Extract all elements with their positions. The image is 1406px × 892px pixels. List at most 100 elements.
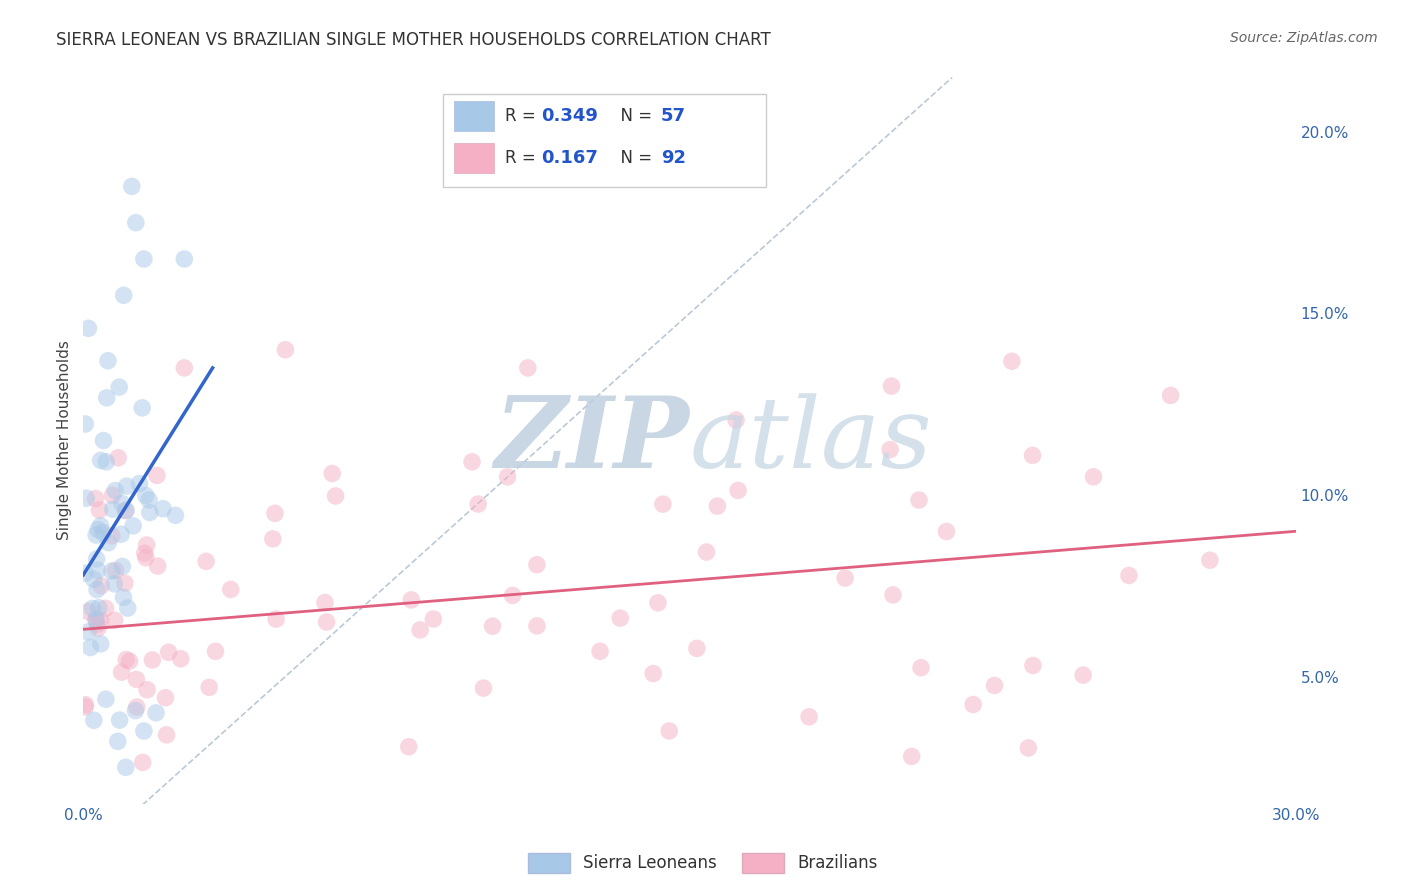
Text: 92: 92 bbox=[661, 149, 686, 167]
Point bbox=[112, 288, 135, 302]
Point bbox=[496, 470, 519, 484]
Point bbox=[643, 666, 665, 681]
Point bbox=[86, 563, 108, 577]
Point bbox=[132, 724, 155, 739]
Point bbox=[112, 591, 135, 605]
Point bbox=[157, 645, 180, 659]
Point bbox=[110, 665, 132, 680]
Point bbox=[87, 621, 110, 635]
Point bbox=[467, 497, 489, 511]
Point bbox=[75, 566, 97, 581]
Point bbox=[204, 644, 226, 658]
Point bbox=[84, 528, 107, 542]
Point bbox=[264, 506, 287, 520]
Point bbox=[125, 700, 148, 714]
Point bbox=[86, 617, 108, 632]
Point bbox=[647, 596, 669, 610]
Point bbox=[651, 497, 673, 511]
Point bbox=[139, 506, 162, 520]
Point bbox=[145, 706, 167, 720]
Point bbox=[1001, 354, 1024, 368]
Point bbox=[401, 593, 423, 607]
Point bbox=[1071, 668, 1094, 682]
Point bbox=[107, 450, 129, 465]
Point bbox=[131, 756, 153, 770]
Point bbox=[84, 613, 107, 627]
Point bbox=[96, 455, 118, 469]
Point bbox=[1083, 470, 1105, 484]
Point bbox=[114, 503, 136, 517]
Text: SIERRA LEONEAN VS BRAZILIAN SINGLE MOTHER HOUSEHOLDS CORRELATION CHART: SIERRA LEONEAN VS BRAZILIAN SINGLE MOTHE… bbox=[56, 31, 770, 49]
Point bbox=[86, 552, 108, 566]
Point bbox=[115, 503, 138, 517]
Point bbox=[727, 483, 749, 498]
Point bbox=[75, 417, 97, 431]
Legend: Sierra Leoneans, Brazilians: Sierra Leoneans, Brazilians bbox=[522, 847, 884, 880]
Point bbox=[152, 501, 174, 516]
Point bbox=[97, 353, 120, 368]
Point bbox=[409, 623, 432, 637]
Point bbox=[658, 724, 681, 739]
Point bbox=[880, 379, 903, 393]
Point bbox=[104, 563, 127, 577]
Point bbox=[83, 572, 105, 586]
Point bbox=[321, 467, 343, 481]
Point bbox=[94, 601, 117, 615]
Point bbox=[134, 546, 156, 560]
Text: N =: N = bbox=[610, 149, 658, 167]
Point bbox=[695, 545, 717, 559]
Point bbox=[1199, 553, 1222, 567]
Point bbox=[91, 525, 114, 540]
Y-axis label: Single Mother Households: Single Mother Households bbox=[58, 341, 72, 541]
Point bbox=[108, 713, 131, 727]
Point bbox=[125, 673, 148, 687]
Point bbox=[90, 518, 112, 533]
Point bbox=[93, 434, 115, 448]
Point bbox=[75, 698, 97, 712]
Point bbox=[173, 252, 195, 266]
Point bbox=[834, 571, 856, 585]
Point bbox=[101, 564, 124, 578]
Point bbox=[83, 713, 105, 727]
Text: atlas: atlas bbox=[689, 392, 932, 488]
Point bbox=[111, 496, 134, 510]
Point bbox=[104, 483, 127, 498]
Point bbox=[136, 682, 159, 697]
Point bbox=[103, 577, 125, 591]
Point bbox=[935, 524, 957, 539]
Text: ZIP: ZIP bbox=[495, 392, 689, 489]
Point bbox=[879, 442, 901, 457]
Point bbox=[77, 321, 100, 335]
Point bbox=[502, 589, 524, 603]
Point bbox=[86, 582, 108, 597]
Point bbox=[94, 692, 117, 706]
Point bbox=[1021, 449, 1043, 463]
Point bbox=[114, 760, 136, 774]
Point bbox=[84, 612, 107, 626]
Point bbox=[75, 491, 97, 506]
Point bbox=[122, 519, 145, 533]
Point bbox=[108, 380, 131, 394]
Point bbox=[609, 611, 631, 625]
Point bbox=[422, 612, 444, 626]
Point bbox=[706, 499, 728, 513]
Point bbox=[87, 523, 110, 537]
Point bbox=[1160, 388, 1182, 402]
Point bbox=[141, 653, 163, 667]
Point bbox=[135, 550, 157, 565]
Point bbox=[121, 179, 143, 194]
Point bbox=[461, 455, 484, 469]
Point bbox=[155, 690, 177, 705]
Point bbox=[77, 624, 100, 639]
Point bbox=[165, 508, 187, 523]
Point bbox=[79, 640, 101, 655]
Point bbox=[101, 529, 124, 543]
Point bbox=[110, 527, 132, 541]
Point bbox=[481, 619, 503, 633]
Point bbox=[115, 652, 138, 666]
Point bbox=[107, 734, 129, 748]
Point bbox=[131, 401, 153, 415]
Text: N =: N = bbox=[610, 107, 658, 125]
Point bbox=[104, 613, 127, 627]
Point bbox=[135, 488, 157, 502]
